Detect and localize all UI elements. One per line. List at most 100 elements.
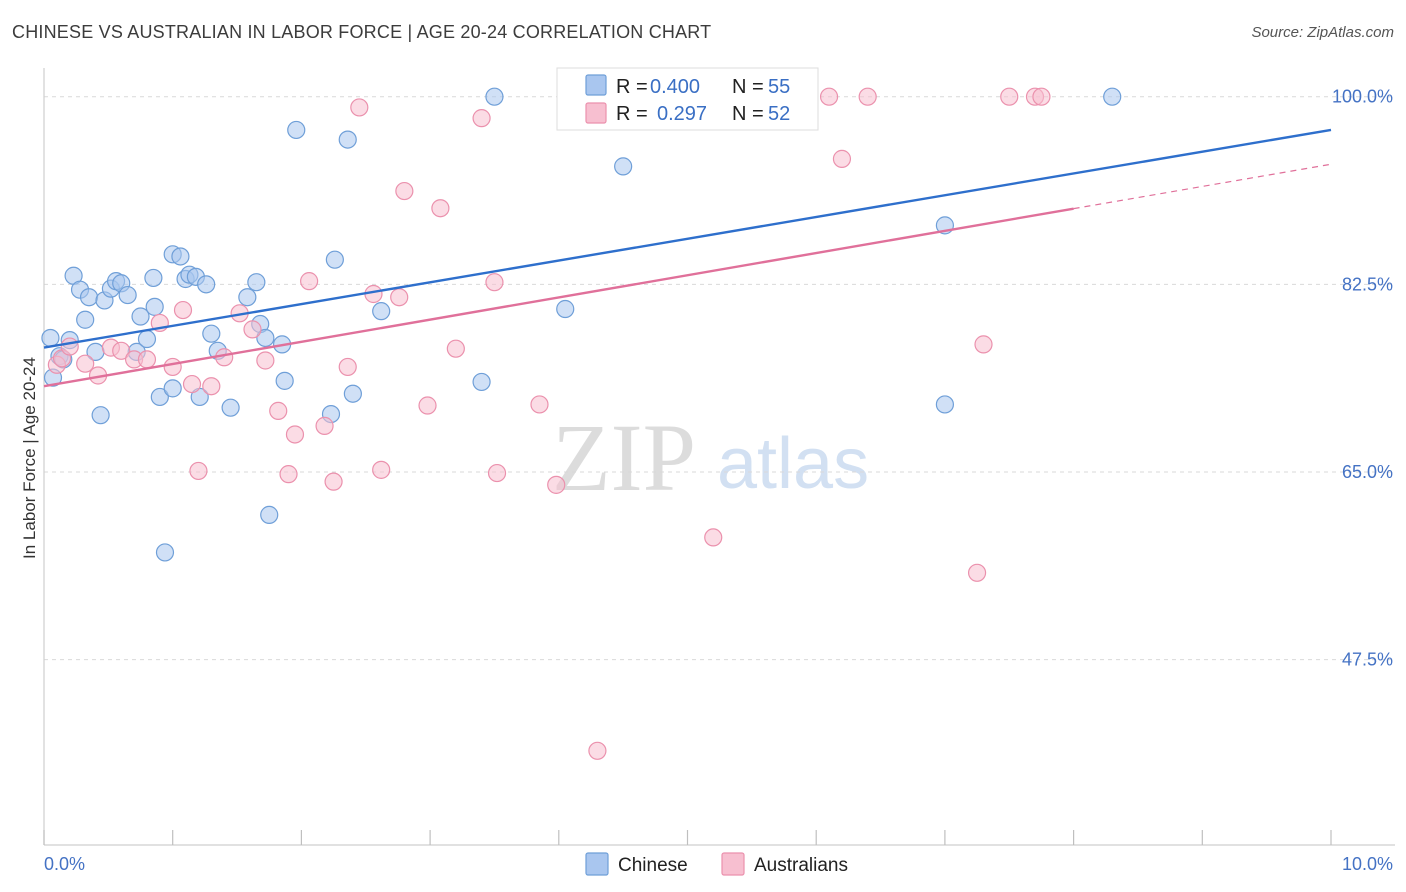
point-australians — [1000, 87, 1019, 106]
point-chinese — [150, 387, 169, 407]
point-australians — [163, 357, 182, 377]
point-chinese — [935, 395, 955, 414]
point-australians — [974, 335, 993, 354]
bottom-legend-swatch-australians — [721, 852, 745, 876]
point-australians — [485, 273, 504, 292]
point-chinese — [145, 297, 164, 316]
watermark-zip: ZIP — [552, 404, 696, 511]
point-australians — [112, 341, 131, 360]
point-australians — [446, 339, 465, 358]
point-chinese — [256, 328, 275, 348]
legend-n-label-chinese: N = — [732, 76, 764, 98]
y-axis-label: In Labor Force | Age 20-24 — [20, 357, 39, 559]
point-chinese — [614, 157, 633, 176]
y-tick-labels: 47.5% 65.0% 82.5% 100.0% — [1332, 87, 1393, 670]
point-chinese — [137, 329, 157, 349]
point-chinese — [155, 543, 175, 562]
point-australians — [819, 87, 839, 106]
point-chinese — [325, 250, 344, 269]
point-australians — [858, 87, 877, 106]
point-chinese — [485, 87, 504, 106]
point-chinese — [79, 288, 99, 307]
point-chinese — [1103, 87, 1122, 106]
point-australians — [338, 357, 357, 377]
point-chinese — [287, 120, 306, 140]
stats-legend: R = 0.400 N = 55 R = 0.297 N = 52 — [556, 67, 819, 131]
legend-r-value-australians: 0.297 — [657, 103, 707, 125]
point-australians — [285, 425, 305, 444]
point-chinese — [197, 275, 216, 294]
point-australians — [431, 199, 450, 218]
bottom-legend-label-australians: Australians — [754, 855, 848, 876]
point-australians — [315, 416, 334, 435]
point-australians — [472, 109, 491, 128]
point-australians — [487, 463, 507, 483]
point-australians — [243, 320, 262, 339]
point-australians — [418, 396, 437, 415]
y-tick-label: 47.5% — [1342, 650, 1393, 670]
point-chinese — [372, 302, 391, 321]
point-chinese — [91, 406, 110, 425]
y-tick-label: 100.0% — [1332, 87, 1393, 107]
point-chinese — [118, 285, 137, 305]
series-australians-points — [47, 87, 1051, 760]
point-australians — [173, 300, 193, 320]
point-australians — [832, 149, 852, 168]
legend-n-label-australians: N = — [732, 103, 764, 125]
point-australians — [300, 272, 319, 291]
point-chinese — [472, 372, 491, 392]
bottom-legend-label-chinese: Chinese — [618, 855, 688, 876]
point-australians — [1032, 87, 1051, 106]
point-chinese — [238, 288, 257, 307]
source-credit: Source: ZipAtlas.com — [1251, 24, 1394, 41]
chart-title: CHINESE VS AUSTRALIAN IN LABOR FORCE | A… — [12, 22, 712, 42]
x-tick-label-max: 10.0% — [1342, 854, 1393, 874]
series-legend: Chinese Australians — [585, 852, 848, 876]
point-chinese — [343, 384, 362, 403]
point-australians — [372, 460, 391, 479]
y-tick-label: 65.0% — [1342, 462, 1393, 482]
point-chinese — [247, 273, 266, 292]
gridlines — [44, 96, 1395, 661]
point-australians — [256, 351, 275, 370]
y-tick-label: 82.5% — [1342, 274, 1393, 294]
legend-n-value-australians: 52 — [768, 103, 790, 125]
point-australians — [324, 472, 343, 491]
point-australians — [202, 377, 221, 396]
axes — [43, 68, 1395, 846]
point-chinese — [76, 310, 95, 329]
point-chinese — [171, 247, 190, 266]
bottom-legend-swatch-chinese — [585, 852, 609, 876]
point-chinese — [144, 268, 163, 288]
point-chinese — [163, 379, 182, 398]
point-australians — [189, 461, 208, 481]
legend-swatch-chinese — [585, 74, 607, 96]
point-chinese — [556, 299, 575, 319]
trend-line-australians-extension — [1073, 163, 1332, 210]
point-australians — [279, 465, 298, 484]
point-australians — [60, 337, 79, 356]
point-australians — [588, 741, 607, 760]
point-australians — [967, 563, 987, 582]
point-chinese — [131, 307, 150, 326]
legend-n-value-chinese: 55 — [768, 76, 790, 98]
trend-lines — [43, 128, 1332, 388]
legend-r-label-australians: R = — [616, 103, 648, 125]
point-australians — [390, 288, 409, 307]
point-australians — [269, 401, 288, 420]
trend-line-chinese — [43, 128, 1332, 349]
point-australians — [395, 181, 414, 201]
point-australians — [704, 528, 723, 547]
point-chinese — [202, 324, 221, 343]
point-chinese — [260, 505, 279, 524]
point-australians — [182, 374, 202, 394]
x-tick-label-min: 0.0% — [44, 854, 85, 874]
trend-line-australians — [43, 207, 1074, 388]
point-australians — [350, 98, 369, 117]
point-chinese — [41, 328, 60, 348]
point-chinese — [221, 398, 240, 417]
point-chinese — [338, 130, 357, 149]
legend-r-label-chinese: R = — [616, 76, 648, 98]
point-australians — [530, 395, 549, 414]
point-chinese — [275, 371, 294, 390]
